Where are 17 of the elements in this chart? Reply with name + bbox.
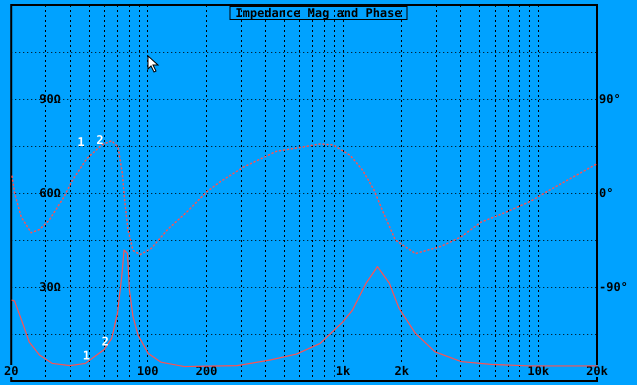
annotation: 1 <box>77 135 85 149</box>
x-tick-label: 2k <box>394 364 410 378</box>
annotation: 2 <box>96 133 104 147</box>
y2-tick-label: 90° <box>599 92 621 106</box>
x-tick-label: 20 <box>4 364 18 378</box>
y2-tick-label: -90° <box>599 280 628 294</box>
y-tick-label: 30Ω <box>39 280 61 294</box>
y-tick-label: 60Ω <box>39 186 61 200</box>
annotation: 1 <box>82 348 90 362</box>
annotation: 2 <box>102 334 109 349</box>
x-tick-label: 100 <box>136 364 159 378</box>
x-tick-label: 20k <box>586 364 609 378</box>
y-tick-label: 90Ω <box>39 92 61 106</box>
x-tick-label: 10k <box>527 364 550 378</box>
x-tick-label: 200 <box>196 364 218 378</box>
y2-tick-label: 0° <box>599 186 614 200</box>
x-tick-label: 1k <box>336 364 351 378</box>
